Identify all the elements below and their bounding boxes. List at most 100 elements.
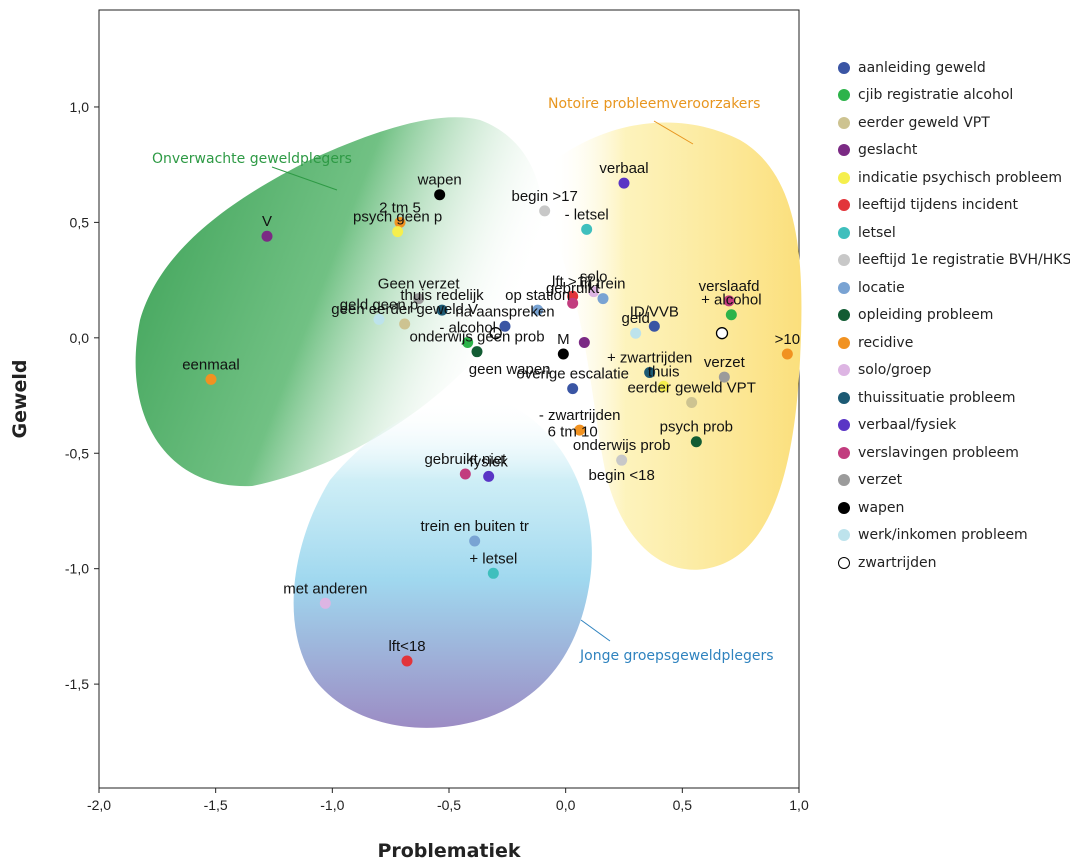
data-point	[434, 189, 446, 201]
region-notoire-label: Notoire probleemveroorzakers	[548, 96, 760, 112]
data-point	[574, 424, 586, 436]
data-point-label: V	[262, 213, 272, 230]
legend-swatch	[838, 61, 850, 74]
data-point-label: verslaafd	[699, 278, 760, 295]
data-point-label: solo	[580, 269, 608, 286]
data-point-label: onderwijs prob	[573, 437, 671, 454]
data-point-label: fysiek	[469, 453, 508, 470]
data-point-label: geld geen p	[340, 296, 418, 313]
legend-item: thuissituatie probleem	[838, 384, 1070, 412]
region-notoire-pointer	[653, 120, 694, 145]
legend-label: indicatie psychisch probleem	[858, 169, 1063, 186]
data-point-label: overige escalatie	[516, 366, 629, 383]
data-point-label: psych prob	[660, 419, 733, 436]
legend-item: solo/groep	[838, 357, 1070, 385]
legend-label: letsel	[858, 224, 896, 241]
legend-swatch	[838, 419, 850, 432]
legend-item: werk/inkomen probleem	[838, 522, 1070, 550]
legend-label: locatie	[858, 279, 905, 296]
legend-swatch	[838, 281, 850, 294]
point-labels: wapen 2 tm 5 V psych geen p begin >17- letse…	[182, 160, 800, 655]
data-point-label: gebruikt niet	[424, 451, 507, 468]
legend-label: opleiding probleem	[858, 307, 994, 324]
legend-label: leeftijd tijdens incident	[858, 197, 1019, 214]
legend-item: verslavingen probleem	[838, 439, 1070, 467]
data-point	[644, 366, 656, 378]
data-point-label: psych geen p	[353, 209, 442, 226]
legend-label: eerder geweld VPT	[858, 114, 990, 131]
legend-label: wapen	[858, 499, 905, 516]
data-point-label: wapen	[417, 172, 462, 189]
data-points	[205, 177, 793, 667]
data-point-label: thuis	[648, 363, 680, 380]
legend-swatch	[838, 446, 850, 459]
data-point	[394, 216, 406, 228]
legend-swatch	[838, 199, 850, 212]
region-notoire	[549, 122, 802, 570]
legend-item: opleiding probleem	[838, 302, 1070, 330]
data-point	[483, 470, 495, 482]
data-point	[499, 320, 511, 332]
legend-item: locatie	[838, 274, 1070, 302]
legend-swatch	[838, 144, 850, 157]
data-point	[618, 177, 630, 189]
data-point-label: geen wapen	[469, 361, 551, 378]
data-point	[630, 327, 642, 339]
data-point-label: in trein	[580, 276, 625, 293]
data-point	[781, 348, 793, 360]
data-point	[616, 454, 628, 466]
data-point-label: geld	[621, 310, 649, 327]
data-point	[723, 295, 735, 307]
legend-label: zwartrijden	[858, 554, 937, 571]
x-tick-label: 0,0	[556, 797, 576, 813]
legend-swatch	[838, 529, 850, 542]
y-tick-label: -1,5	[65, 676, 89, 692]
data-point-label: op station	[505, 287, 570, 304]
legend-label: solo/groep	[858, 362, 932, 379]
legend-swatch	[838, 309, 850, 322]
data-point-label: - letsel	[565, 206, 609, 223]
data-point-label: eerder geweld VPT	[627, 379, 755, 396]
legend-label: cjib registratie alcohol	[858, 87, 1014, 104]
data-point	[436, 304, 448, 316]
legend-swatch	[838, 171, 850, 184]
data-point	[715, 327, 729, 340]
legend-label: werk/inkomen probleem	[858, 527, 1028, 544]
legend-item: leeftijd tijdens incident	[838, 192, 1070, 220]
legend-item: aanleiding geweld	[838, 54, 1070, 82]
data-point-label: thuis redelijk	[400, 287, 484, 304]
data-point	[578, 336, 590, 348]
legend-label: leeftijd 1e registratie BVH/HKS	[858, 252, 1070, 269]
legend-item: geslacht	[838, 137, 1070, 165]
x-tick-label: -1,0	[320, 797, 344, 813]
region-jonge-pointer	[580, 619, 611, 642]
data-point-label: Geen verzet	[378, 276, 461, 293]
data-point	[690, 436, 702, 448]
data-point	[471, 346, 483, 358]
data-point-label: - zwartrijden	[539, 407, 621, 424]
data-point-label: gebruikt	[546, 280, 600, 297]
data-point	[319, 597, 331, 609]
data-point-label: met anderen	[283, 580, 367, 597]
legend-swatch	[838, 254, 850, 267]
legend-label: aanleiding geweld	[858, 59, 986, 76]
data-point	[658, 380, 670, 392]
legend-item: cjib registratie alcohol	[838, 82, 1070, 110]
y-axis-title: Geweld	[9, 359, 31, 438]
data-point	[373, 313, 385, 325]
region-onverwachte-pointer	[271, 166, 338, 191]
data-point	[469, 535, 481, 547]
data-point-label: ID/VVB	[630, 303, 679, 320]
y-tick-label: 0,5	[70, 214, 90, 230]
data-point-label: verbaal	[599, 160, 648, 177]
legend-item: letsel	[838, 219, 1070, 247]
legend-swatch	[838, 364, 850, 377]
data-point-label: geen eerder geweld V	[331, 301, 478, 318]
data-point-label: 6 tm 10	[548, 423, 598, 440]
legend-item: recidive	[838, 329, 1070, 357]
data-point-label: begin >17	[512, 188, 578, 205]
legend-label: verzet	[858, 472, 903, 489]
x-tick-label: 1,0	[789, 797, 809, 813]
data-point	[489, 327, 502, 340]
